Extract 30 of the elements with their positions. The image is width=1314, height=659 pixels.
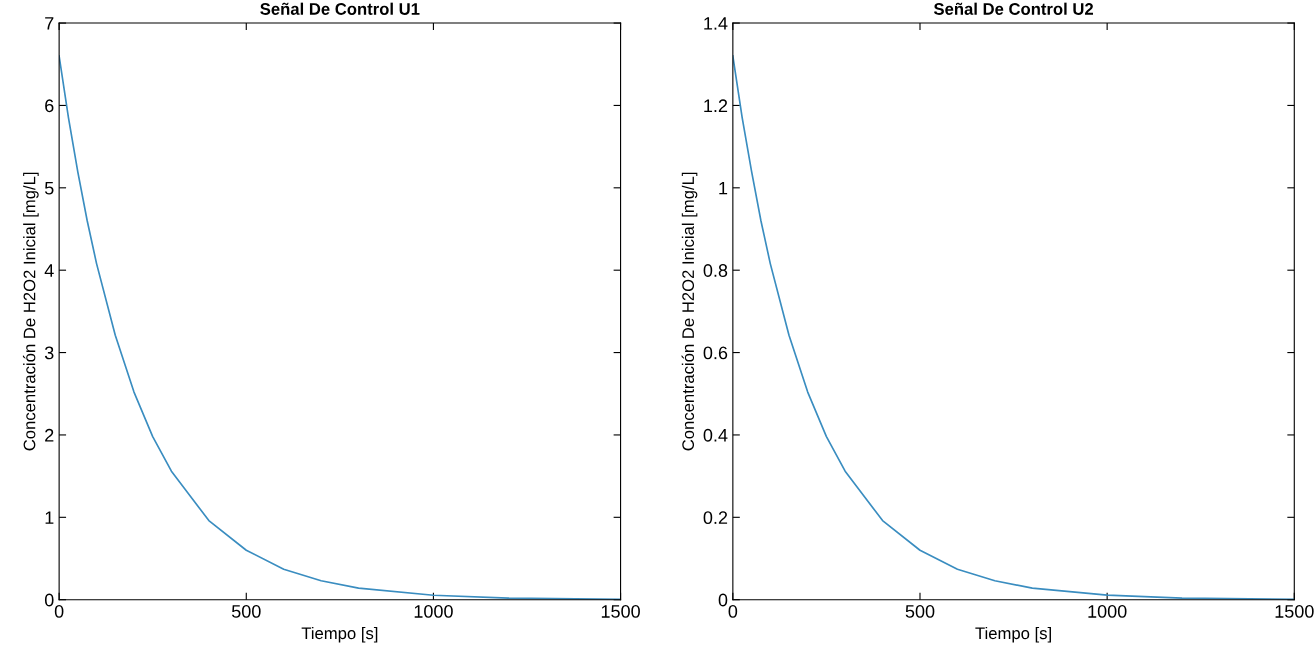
x-tick-label: 1500	[1275, 605, 1314, 618]
x-tick-label: 500	[231, 605, 261, 618]
y-tick-label: 1.2	[704, 99, 728, 112]
x-tick-label: 1000	[1088, 605, 1127, 618]
x-axis-title: Tiempo [s]	[301, 626, 378, 643]
y-tick-label: 5	[44, 181, 54, 195]
y-tick-label: 1.4	[704, 17, 728, 30]
y-tick-label: 0.8	[703, 264, 728, 277]
x-tick-label: 1500	[601, 605, 640, 618]
y-tick-label: 1	[45, 511, 54, 524]
y-tick-label: 0	[44, 593, 54, 607]
y-tick-label: 3	[44, 346, 54, 360]
x-axis-title: Tiempo [s]	[975, 626, 1051, 643]
y-tick-label: 0.2	[703, 511, 728, 525]
y-tick-label: 0	[718, 593, 728, 607]
y-tick-label: 7	[45, 17, 54, 30]
x-tick-label: 0	[728, 605, 738, 618]
y-tick-label: 6	[45, 99, 54, 113]
y-axis-title: Concentración De H2O2 Inicial [mg/L]	[681, 172, 698, 451]
y-tick-label: 4	[44, 264, 54, 277]
y-tick-label: 0.4	[703, 428, 728, 442]
y-axis-title: Concentración De H2O2 Inicial [mg/L]	[22, 172, 39, 451]
y-tick-label: 1	[719, 181, 728, 195]
y-tick-label: 0.6	[703, 346, 728, 360]
x-tick-label: 500	[905, 605, 935, 618]
x-tick-label: 1000	[414, 605, 453, 618]
y-tick-label: 2	[45, 428, 54, 442]
chart-title: Señal De Control U1	[260, 2, 420, 15]
chart-title: Señal De Control U2	[933, 2, 1094, 15]
x-tick-label: 0	[54, 605, 64, 618]
